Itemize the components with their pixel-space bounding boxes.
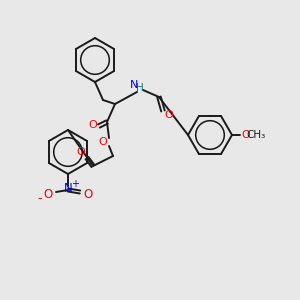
Text: O: O bbox=[242, 130, 250, 140]
Text: -: - bbox=[38, 193, 42, 206]
Text: N: N bbox=[64, 182, 72, 194]
Text: O: O bbox=[76, 147, 85, 157]
Text: O: O bbox=[83, 188, 93, 200]
Text: N: N bbox=[130, 80, 138, 90]
Text: O: O bbox=[99, 137, 107, 147]
Text: +: + bbox=[71, 179, 79, 189]
Text: O: O bbox=[44, 188, 52, 200]
Text: O: O bbox=[165, 110, 173, 120]
Text: CH₃: CH₃ bbox=[246, 130, 266, 140]
Text: H: H bbox=[136, 83, 144, 93]
Text: O: O bbox=[88, 120, 98, 130]
